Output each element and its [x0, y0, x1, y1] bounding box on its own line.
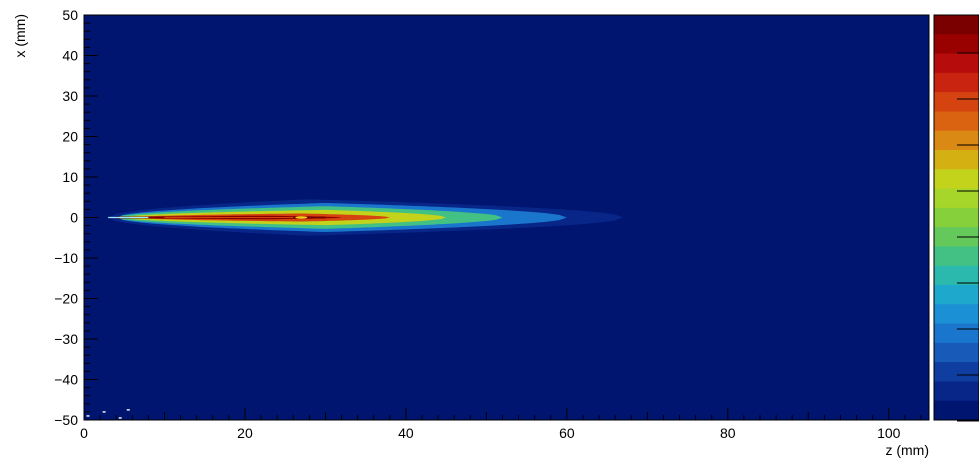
colorbar-cell — [934, 304, 979, 325]
y-tick-label: 40 — [62, 48, 78, 64]
colorbar-cell — [934, 130, 979, 151]
colorbar-cell — [934, 381, 979, 402]
x-tick-label: 20 — [237, 425, 253, 441]
colorbar-cell — [934, 362, 979, 382]
colorbar-frame — [933, 14, 979, 421]
colorbar-cell — [934, 92, 979, 112]
colorbar-cell — [934, 342, 979, 363]
colorbar-cell — [934, 323, 979, 344]
x-tick-label: 60 — [559, 425, 575, 441]
colorbar-cell — [934, 227, 979, 247]
y-tick-label: −20 — [54, 291, 78, 307]
y-axis: −50 −40 −30 −20 −10 0 10 20 30 40 50 — [54, 7, 98, 428]
y-tick-label: 30 — [62, 88, 78, 104]
colorbar-cell — [934, 246, 979, 267]
colorbar-cell — [934, 72, 979, 93]
y-tick-label: 10 — [62, 169, 78, 185]
x-tick-label: 40 — [398, 425, 414, 441]
y-tick-label: 50 — [62, 7, 78, 23]
colorbar — [933, 14, 979, 422]
colorbar-cell — [934, 265, 979, 286]
y-axis-title: x (mm) — [12, 14, 28, 58]
colorbar-cell — [934, 34, 979, 55]
colorbar-cell — [934, 285, 979, 305]
x-tick-label: 100 — [877, 425, 901, 441]
colorbar-cell — [934, 169, 979, 190]
x-tick-label: 0 — [80, 425, 88, 441]
scatter-point — [86, 415, 90, 417]
x-tick-label: 80 — [720, 425, 736, 441]
scatter-point — [118, 417, 122, 419]
scatter-point — [126, 409, 130, 411]
x-axis: 0 20 40 60 80 100 — [80, 408, 922, 441]
y-tick-label: −50 — [54, 412, 78, 428]
y-tick-label: −30 — [54, 331, 78, 347]
y-tick-label: −10 — [54, 250, 78, 266]
y-tick-label: 20 — [62, 129, 78, 145]
plot-area — [83, 14, 930, 421]
hot-spot — [295, 216, 308, 219]
colorbar-cell — [934, 400, 979, 421]
y-tick-label: −40 — [54, 372, 78, 388]
colorbar-cell — [934, 111, 979, 132]
colorbar-cell — [934, 53, 979, 74]
colorbar-cell — [934, 188, 979, 209]
colorbar-cell — [934, 207, 979, 228]
colorbar-cell — [934, 150, 979, 170]
scatter-point — [102, 411, 106, 413]
y-tick-label: 0 — [70, 210, 78, 226]
x-axis-title: z (mm) — [885, 442, 929, 458]
colorbar-cell — [934, 15, 979, 35]
core-band — [164, 217, 294, 218]
